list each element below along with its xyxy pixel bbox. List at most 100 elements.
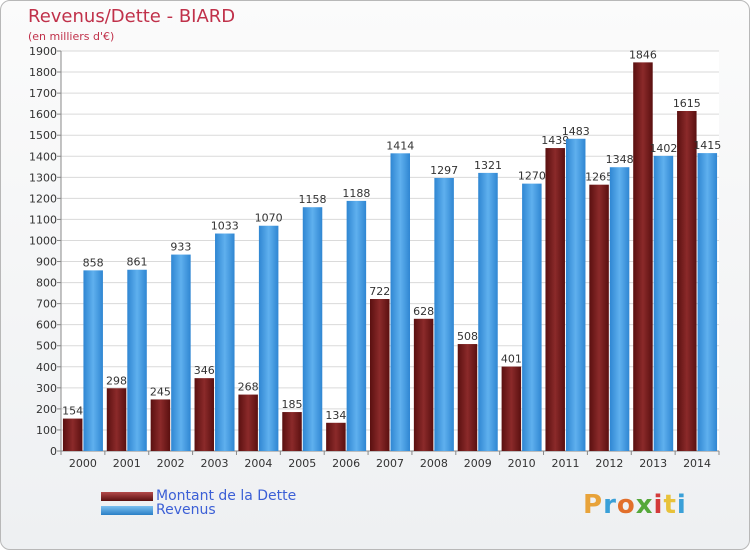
bar-revenus [83, 270, 103, 451]
y-tick-label: 200 [36, 403, 57, 416]
proxiti-logo: Proxiti [583, 490, 687, 520]
data-label-dette: 268 [238, 381, 259, 394]
y-tick-label: 800 [36, 277, 57, 290]
bar-dette [633, 62, 653, 452]
bar-dette [282, 412, 302, 451]
y-tick-label: 500 [36, 340, 57, 353]
x-tick-label: 2005 [288, 457, 316, 470]
bar-dette [413, 318, 434, 451]
data-label-revenus: 1402 [649, 142, 677, 155]
y-tick-label: 1300 [29, 171, 57, 184]
x-tick-label: 2001 [113, 457, 141, 470]
y-tick-label: 400 [36, 361, 57, 374]
x-tick-label: 2006 [332, 457, 360, 470]
data-label-dette: 1615 [673, 97, 701, 110]
bar-dette [677, 111, 697, 451]
bar-revenus [522, 183, 542, 451]
bar-revenus [565, 138, 586, 451]
y-tick-label: 1600 [29, 108, 57, 121]
bar-dette [150, 399, 171, 451]
bar-dette [370, 299, 390, 451]
chart-title: Revenus/Dette - BIARD [28, 6, 236, 27]
bar-revenus [258, 225, 279, 451]
y-tick-label: 300 [36, 382, 57, 395]
data-label-revenus: 858 [83, 256, 104, 269]
data-label-dette: 298 [106, 374, 127, 387]
data-label-dette: 134 [325, 409, 346, 422]
bar-revenus [215, 233, 235, 451]
y-tick-label: 1500 [29, 129, 57, 142]
data-label-dette: 401 [501, 353, 522, 366]
y-tick-label: 700 [36, 298, 57, 311]
data-label-revenus: 1070 [255, 212, 283, 225]
logo-letter: i [653, 490, 664, 520]
bar-revenus [653, 155, 674, 451]
data-label-revenus: 933 [170, 241, 191, 254]
x-tick-label: 2011 [551, 457, 579, 470]
data-label-dette: 154 [62, 405, 83, 418]
bar-revenus [434, 177, 454, 451]
bar-dette [545, 148, 565, 452]
y-tick-label: 1900 [29, 45, 57, 58]
x-tick-label: 2008 [420, 457, 448, 470]
x-tick-label: 2007 [376, 457, 404, 470]
data-label-dette: 1846 [629, 48, 657, 61]
data-label-revenus: 1297 [430, 164, 458, 177]
data-label-dette: 628 [413, 305, 434, 318]
data-label-dette: 185 [282, 398, 303, 411]
data-label-revenus: 1348 [606, 153, 634, 166]
legend-item-revenus: Revenus [101, 502, 216, 518]
data-label-dette: 1439 [541, 134, 569, 147]
bar-dette [62, 418, 83, 451]
y-tick-label: 100 [36, 424, 57, 437]
x-tick-label: 2012 [595, 457, 623, 470]
logo-letter: o [616, 490, 636, 520]
data-label-revenus: 1033 [211, 220, 239, 233]
x-tick-label: 2004 [244, 457, 272, 470]
y-tick-label: 1100 [29, 213, 57, 226]
data-label-dette: 1265 [585, 171, 613, 184]
legend-item-dette: Montant de la Dette [101, 488, 296, 504]
logo-letter: P [583, 490, 604, 520]
chart-subtitle: (en milliers d'€) [28, 30, 115, 43]
x-tick-label: 2014 [683, 457, 711, 470]
y-tick-label: 1800 [29, 66, 57, 79]
x-tick-label: 2010 [508, 457, 536, 470]
data-label-dette: 346 [194, 364, 215, 377]
y-tick-label: 900 [36, 256, 57, 269]
x-tick-label: 2000 [69, 457, 97, 470]
data-label-revenus: 1321 [474, 159, 502, 172]
data-label-revenus: 1158 [299, 193, 327, 206]
data-label-revenus: 1415 [693, 139, 721, 152]
y-tick-label: 1400 [29, 150, 57, 163]
bar-revenus [302, 207, 323, 451]
data-label-revenus: 1270 [518, 170, 546, 183]
data-label-revenus: 861 [127, 256, 148, 269]
logo-letter: x [635, 490, 654, 520]
y-tick-label: 600 [36, 319, 57, 332]
bar-revenus [609, 167, 630, 452]
bar-dette [589, 184, 609, 451]
legend-swatch-revenus [101, 505, 153, 515]
plot-area [61, 51, 719, 451]
y-tick-label: 1200 [29, 192, 57, 205]
bar-dette [238, 394, 258, 451]
bar-dette [106, 388, 127, 451]
legend-swatch-dette [101, 491, 153, 501]
bar-revenus [171, 254, 191, 451]
logo-letter: t [663, 490, 677, 520]
x-tick-label: 2013 [639, 457, 667, 470]
y-tick-label: 1000 [29, 234, 57, 247]
bar-revenus [346, 200, 367, 451]
legend-label-revenus: Revenus [156, 502, 216, 518]
logo-letter: r [603, 490, 617, 520]
bar-revenus [478, 172, 498, 452]
data-label-revenus: 1483 [562, 125, 590, 138]
data-label-dette: 508 [457, 330, 478, 343]
bar-dette [501, 366, 522, 451]
data-label-revenus: 1414 [386, 139, 414, 152]
bar-dette [457, 344, 478, 451]
data-label-dette: 722 [369, 285, 390, 298]
